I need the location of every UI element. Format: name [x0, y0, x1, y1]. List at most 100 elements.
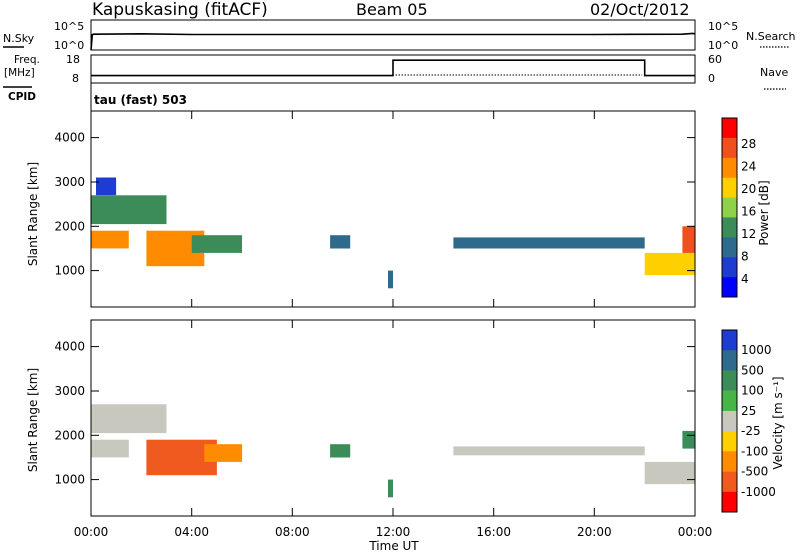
velocity-region	[453, 446, 645, 456]
y-tick-label: 3000	[54, 384, 85, 398]
freq-unit-label: [MHz]	[4, 67, 35, 79]
power-colorbar-tick: 16	[741, 205, 756, 219]
noise-sky-line	[90, 32, 696, 51]
power-colorbar-label: Power [dB]	[757, 180, 771, 245]
velocity-colorbar-swatch	[722, 451, 737, 472]
freq-left-tick-bottom: 8	[72, 72, 79, 85]
power-colorbar-swatch	[722, 257, 737, 278]
power-colorbar-swatch	[722, 118, 737, 139]
power-region	[453, 237, 645, 249]
power-y-axis: 4000 3000 2000 1000	[54, 131, 695, 278]
velocity-region	[330, 444, 351, 458]
power-region	[91, 230, 129, 249]
time-x-axis: 00:00 04:00 08:00 12:00 16:00 20:00 00:00	[74, 111, 713, 539]
x-tick-label: 08:00	[275, 525, 310, 539]
nave-right-tick-top: 60	[708, 53, 722, 66]
power-colorbar-tick: 4	[741, 272, 749, 286]
noise-panel-frame	[90, 19, 696, 51]
velocity-ylabel: Slant Range [km]	[26, 368, 40, 472]
velocity-heatmap	[91, 404, 695, 498]
frequency-line	[91, 59, 695, 77]
date-title: 02/Oct/2012	[590, 0, 690, 19]
velocity-colorbar: 1000 500 100 25 -25 -100 -500 -1000	[721, 329, 776, 513]
freq-panel-frame	[90, 54, 696, 84]
velocity-region	[91, 439, 129, 458]
freq-left-tick-top: 18	[66, 53, 80, 66]
noise-left-tick-top: 10^5	[54, 20, 84, 33]
power-region	[191, 235, 242, 253]
y-tick-label: 2000	[54, 219, 85, 233]
noise-right-tick-bottom: 10^0	[708, 39, 738, 52]
power-colorbar-tick: 20	[741, 182, 756, 196]
cpid-label: CPID	[8, 91, 36, 103]
velocity-colorbar-swatch	[722, 350, 737, 371]
velocity-region	[644, 461, 695, 485]
power-colorbar-tick: 28	[741, 137, 756, 151]
x-tick-label: 16:00	[476, 525, 511, 539]
freq-label: Freq.	[14, 54, 40, 66]
noise-left-label: N.Sky	[3, 32, 35, 45]
velocity-colorbar-tick: -25	[741, 424, 761, 438]
noise-right-label: N.Search	[746, 30, 796, 43]
power-colorbar-tick: 12	[741, 227, 756, 241]
velocity-colorbar-tick: -1000	[741, 485, 776, 499]
noise-right-tick-top: 10^5	[708, 20, 738, 33]
velocity-y-axis: 4000 3000 2000 1000	[54, 340, 695, 487]
x-tick-label: 12:00	[376, 525, 411, 539]
velocity-colorbar-tick: 100	[741, 384, 764, 398]
x-tick-label: 20:00	[577, 525, 612, 539]
x-tick-label: 04:00	[174, 525, 209, 539]
power-region	[330, 235, 351, 249]
velocity-region	[388, 479, 393, 498]
power-colorbar-swatch	[722, 197, 737, 218]
x-tick-label: 00:00	[74, 525, 109, 539]
velocity-region	[682, 430, 695, 449]
velocity-region	[91, 404, 167, 434]
velocity-colorbar-tick: 1000	[741, 343, 772, 357]
velocity-colorbar-tick: 25	[741, 404, 756, 418]
power-ylabel: Slant Range [km]	[26, 162, 40, 266]
y-tick-label: 2000	[54, 428, 85, 442]
velocity-colorbar-swatch	[722, 471, 737, 493]
y-tick-label: 4000	[54, 340, 85, 354]
xlabel: Time UT	[368, 539, 419, 553]
power-colorbar-swatch	[722, 137, 737, 159]
y-tick-label: 3000	[54, 175, 85, 189]
velocity-colorbar-swatch	[722, 491, 737, 513]
power-colorbar-swatch	[722, 217, 737, 238]
power-colorbar-swatch	[722, 177, 737, 198]
velocity-colorbar-swatch	[722, 431, 737, 452]
y-tick-label: 1000	[54, 264, 85, 278]
velocity-colorbar-tick: 500	[741, 363, 764, 377]
power-region	[96, 177, 117, 196]
beam-title: Beam 05	[356, 0, 428, 19]
velocity-colorbar-swatch	[722, 410, 737, 432]
nave-right-tick-bottom: 0	[708, 72, 715, 85]
cpid-text: tau (fast) 503	[94, 93, 187, 107]
x-tick-label: 00:00	[678, 525, 713, 539]
velocity-region	[204, 444, 243, 462]
y-tick-label: 1000	[54, 473, 85, 487]
power-region	[682, 226, 695, 253]
power-colorbar-swatch	[722, 237, 737, 258]
velocity-colorbar-frame	[721, 329, 738, 513]
power-region	[91, 195, 167, 225]
power-colorbar: 28 24 20 16 12 8 4	[721, 117, 756, 298]
station-title: Kapuskasing (fitACF)	[92, 0, 268, 20]
velocity-colorbar-swatch	[722, 370, 737, 391]
noise-left-tick-bottom: 10^0	[54, 39, 84, 52]
power-colorbar-tick: 24	[741, 160, 756, 174]
power-region	[644, 252, 695, 276]
power-colorbar-swatch	[722, 157, 737, 178]
power-region	[388, 270, 393, 289]
velocity-colorbar-tick: -500	[741, 465, 768, 479]
velocity-colorbar-tick: -100	[741, 444, 768, 458]
velocity-colorbar-label: Velocity [m s⁻¹]	[771, 376, 785, 469]
velocity-colorbar-swatch	[722, 330, 737, 351]
power-heatmap	[91, 177, 695, 289]
power-colorbar-frame	[721, 117, 738, 298]
power-colorbar-tick: 8	[741, 250, 749, 264]
power-colorbar-swatch	[722, 277, 737, 298]
velocity-colorbar-swatch	[722, 390, 737, 412]
